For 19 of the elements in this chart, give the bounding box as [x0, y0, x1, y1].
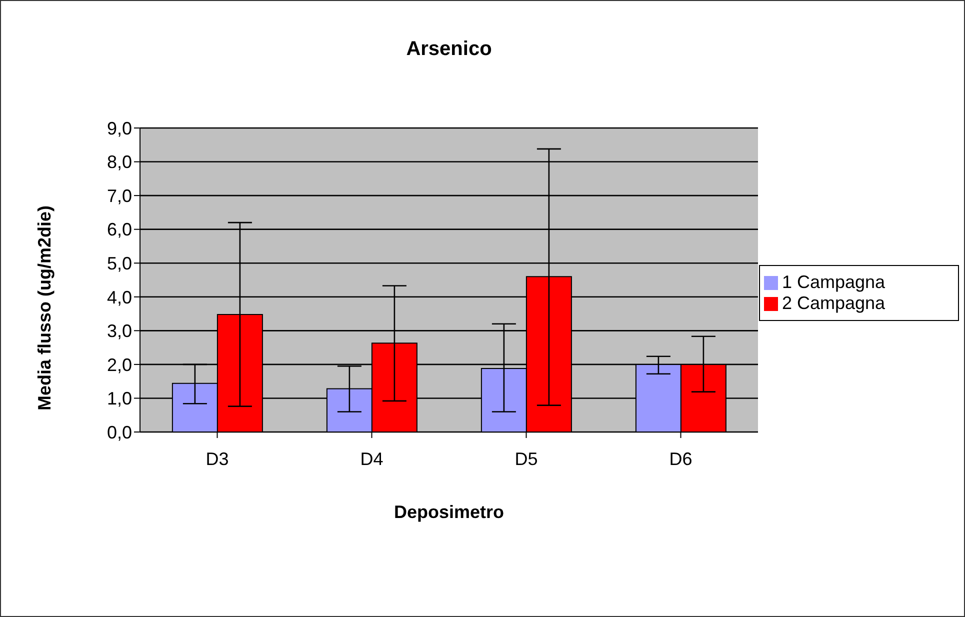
y-tick-label: 5,0 — [106, 254, 132, 274]
y-tick-label: 0,0 — [106, 422, 132, 442]
y-tick-label: 7,0 — [106, 186, 132, 206]
y-tick-label: 3,0 — [106, 321, 132, 342]
legend-label: 2 Campagna — [782, 293, 886, 313]
y-tick-label: 2,0 — [106, 354, 132, 375]
x-tick-label: D4 — [360, 448, 384, 469]
y-tick-label: 1,0 — [106, 388, 132, 409]
y-tick-label: 9,0 — [106, 118, 132, 138]
chart-title: Arsenico — [405, 38, 493, 61]
y-tick-label: 8,0 — [106, 152, 132, 172]
x-axis-title: Deposimetro — [394, 502, 504, 522]
x-tick-label: D5 — [514, 448, 538, 469]
x-tick-label: D6 — [669, 448, 692, 469]
legend-label: 1 Campagna — [782, 272, 886, 292]
y-tick-label: 4,0 — [106, 287, 132, 308]
y-axis-title: Media flusso (ug/m2die) — [34, 205, 56, 411]
x-tick-label: D3 — [206, 448, 229, 469]
y-tick-label: 6,0 — [106, 220, 132, 240]
